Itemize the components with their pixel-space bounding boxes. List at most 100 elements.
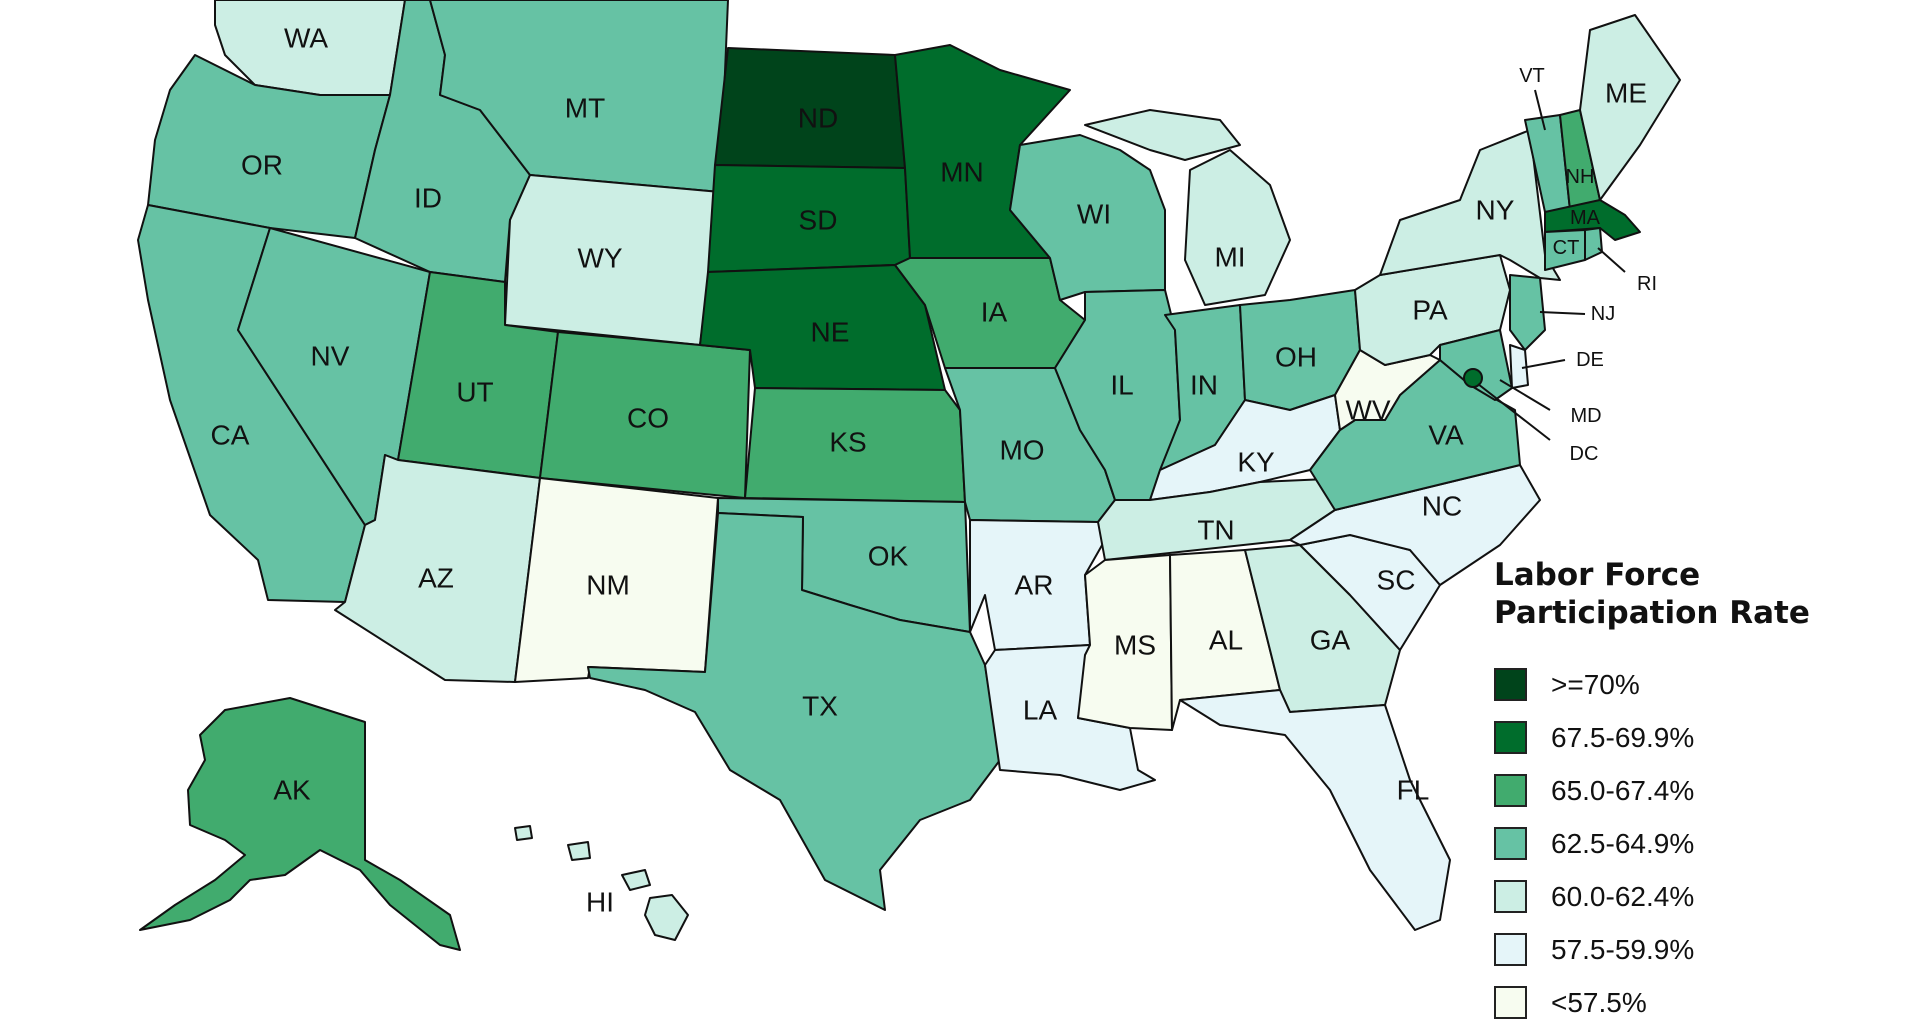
label-WY: WY: [577, 243, 622, 274]
label-NC: NC: [1422, 491, 1462, 522]
state-DC[interactable]: [1463, 368, 1483, 388]
label-CT: CT: [1553, 237, 1580, 259]
label-PA: PA: [1412, 295, 1448, 326]
leader-line-nj: [1539, 311, 1586, 315]
state-DE[interactable]: [1509, 344, 1529, 389]
legend-swatch: [1494, 880, 1527, 913]
label-AZ: AZ: [418, 563, 454, 594]
legend-item: >=70%: [1494, 658, 1914, 711]
legend-swatch: [1494, 721, 1527, 754]
legend-title-line-1: Labor Force: [1494, 557, 1701, 593]
label-ID: ID: [414, 183, 442, 214]
label-OK: OK: [868, 541, 909, 572]
legend-label: 65.0-67.4%: [1551, 774, 1695, 806]
label-NE: NE: [811, 317, 850, 348]
label-NH: NH: [1566, 166, 1595, 188]
state-TX[interactable]: [587, 512, 1001, 911]
legend-item: 62.5-64.9%: [1494, 817, 1914, 870]
state-labels: WA OR CA ID NV MT WY UT CO AZ NM ND SD N…: [211, 23, 1657, 918]
label-IN: IN: [1190, 370, 1218, 401]
state-HI-maui[interactable]: [621, 869, 651, 891]
legend-item: <57.5%: [1494, 976, 1914, 1029]
label-CA: CA: [211, 420, 250, 451]
label-NV: NV: [311, 341, 350, 372]
state-AK[interactable]: [139, 697, 461, 951]
label-MT: MT: [565, 93, 605, 124]
label-HI: HI: [586, 887, 614, 918]
label-MS: MS: [1114, 630, 1156, 661]
state-FL[interactable]: [1179, 689, 1451, 931]
legend-item: 60.0-62.4%: [1494, 870, 1914, 923]
label-UT: UT: [456, 377, 493, 408]
legend-items: >=70% 67.5-69.9% 65.0-67.4% 62.5-64.9% 6…: [1494, 658, 1914, 1029]
state-HI-oahu[interactable]: [567, 841, 591, 861]
label-VT: VT: [1519, 65, 1545, 87]
label-NY: NY: [1476, 195, 1515, 226]
label-TX: TX: [802, 691, 838, 722]
label-KS: KS: [829, 427, 866, 458]
legend-item: 67.5-69.9%: [1494, 711, 1914, 764]
legend-label: 62.5-64.9%: [1551, 827, 1695, 859]
label-FL: FL: [1397, 775, 1430, 806]
legend-label: 60.0-62.4%: [1551, 880, 1695, 912]
legend: Labor Force Participation Rate >=70% 67.…: [1494, 556, 1914, 1029]
leader-line-dc: [1477, 383, 1551, 441]
state-NJ[interactable]: [1509, 274, 1546, 351]
state-HI[interactable]: [644, 894, 689, 941]
legend-swatch: [1494, 827, 1527, 860]
label-GA: GA: [1310, 625, 1351, 656]
state-MD[interactable]: [1439, 329, 1513, 401]
state-RI[interactable]: [1584, 227, 1603, 261]
label-IA: IA: [981, 297, 1008, 328]
legend-label: 67.5-69.9%: [1551, 721, 1695, 753]
legend-title: Labor Force Participation Rate: [1494, 556, 1914, 632]
legend-label: <57.5%: [1551, 986, 1647, 1018]
label-WV: WV: [1345, 395, 1390, 426]
label-OR: OR: [241, 150, 283, 181]
label-ME: ME: [1605, 78, 1647, 109]
label-SC: SC: [1377, 565, 1416, 596]
leader-line-md: [1499, 379, 1551, 411]
leader-line-vt: [1534, 89, 1546, 131]
label-MN: MN: [940, 157, 984, 188]
legend-swatch: [1494, 774, 1527, 807]
leader-line-de: [1521, 359, 1566, 369]
legend-label: 57.5-59.9%: [1551, 933, 1695, 965]
label-OH: OH: [1275, 342, 1317, 373]
label-CO: CO: [627, 403, 669, 434]
state-HI-kauai[interactable]: [514, 825, 533, 841]
label-KY: KY: [1237, 447, 1275, 478]
legend-swatch: [1494, 933, 1527, 966]
label-MA: MA: [1570, 207, 1601, 229]
label-MO: MO: [999, 435, 1044, 466]
legend-swatch: [1494, 668, 1527, 701]
legend-label: >=70%: [1551, 668, 1640, 700]
label-AR: AR: [1015, 570, 1054, 601]
state-CO[interactable]: [539, 331, 751, 499]
state-MI[interactable]: [1184, 149, 1291, 306]
state-MI-UP[interactable]: [1084, 109, 1241, 161]
legend-item: 57.5-59.9%: [1494, 923, 1914, 976]
label-MD: MD: [1570, 405, 1601, 427]
label-IL: IL: [1110, 370, 1133, 401]
label-AL: AL: [1209, 625, 1243, 656]
state-WY[interactable]: [504, 174, 721, 346]
state-MT[interactable]: [429, 0, 729, 193]
label-VA: VA: [1428, 420, 1464, 451]
label-NJ: NJ: [1591, 303, 1615, 325]
label-RI: RI: [1637, 273, 1657, 295]
legend-swatch: [1494, 986, 1527, 1019]
legend-item: 65.0-67.4%: [1494, 764, 1914, 817]
label-DC: DC: [1570, 443, 1599, 465]
label-SD: SD: [799, 205, 838, 236]
label-WI: WI: [1077, 199, 1111, 230]
label-MI: MI: [1214, 242, 1245, 273]
label-WA: WA: [284, 23, 328, 54]
label-NM: NM: [586, 570, 630, 601]
leader-line-ri: [1597, 247, 1626, 273]
label-DE: DE: [1576, 349, 1604, 371]
label-ND: ND: [798, 103, 838, 134]
label-TN: TN: [1197, 515, 1234, 546]
legend-title-line-2: Participation Rate: [1494, 595, 1810, 631]
